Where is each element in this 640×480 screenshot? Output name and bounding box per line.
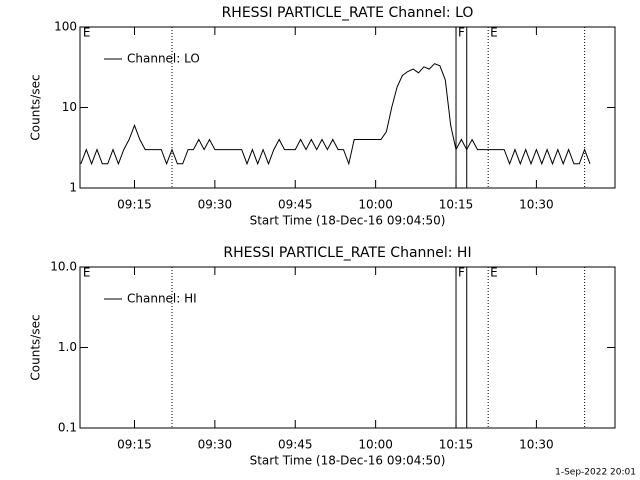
event-label: F bbox=[458, 266, 465, 280]
x-tick-label: 09:30 bbox=[198, 198, 233, 212]
event-label: F bbox=[458, 26, 465, 40]
event-label: E bbox=[490, 266, 498, 280]
y-tick-label: 1 bbox=[69, 181, 77, 195]
x-axis-label: Start Time (18-Dec-16 09:04:50) bbox=[250, 214, 446, 228]
x-tick-label: 09:45 bbox=[278, 198, 313, 212]
event-label: E bbox=[490, 26, 498, 40]
y-tick-label: 10.0 bbox=[50, 260, 77, 274]
x-tick-label: 09:15 bbox=[117, 438, 152, 452]
x-axis-label: Start Time (18-Dec-16 09:04:50) bbox=[250, 454, 446, 468]
x-tick-label: 10:30 bbox=[519, 438, 554, 452]
x-tick-label: 10:15 bbox=[439, 438, 474, 452]
y-tick-label: 10 bbox=[62, 100, 77, 114]
x-tick-label: 10:00 bbox=[358, 438, 393, 452]
x-tick-label: 09:45 bbox=[278, 438, 313, 452]
y-axis-label: Counts/sec bbox=[29, 74, 43, 140]
legend-label: Channel: HI bbox=[127, 292, 197, 306]
chart-title: RHESSI PARTICLE_RATE Channel: LO bbox=[222, 5, 474, 21]
data-line bbox=[80, 63, 591, 166]
y-tick-label: 1.0 bbox=[58, 340, 77, 354]
event-label: E bbox=[83, 26, 91, 40]
event-label: E bbox=[83, 266, 91, 280]
y-tick-label: 0.1 bbox=[58, 421, 77, 435]
legend-label: Channel: LO bbox=[127, 52, 200, 66]
y-tick-label: 100 bbox=[54, 20, 77, 34]
chart-title: RHESSI PARTICLE_RATE Channel: HI bbox=[223, 245, 471, 261]
y-axis-label: Counts/sec bbox=[29, 314, 43, 380]
x-tick-label: 10:15 bbox=[439, 198, 474, 212]
footer: 1-Sep-2022 20:01 bbox=[555, 468, 636, 478]
x-tick-label: 09:30 bbox=[198, 438, 233, 452]
x-tick-label: 09:15 bbox=[117, 198, 152, 212]
x-tick-label: 10:30 bbox=[519, 198, 554, 212]
x-tick-label: 10:00 bbox=[358, 198, 393, 212]
